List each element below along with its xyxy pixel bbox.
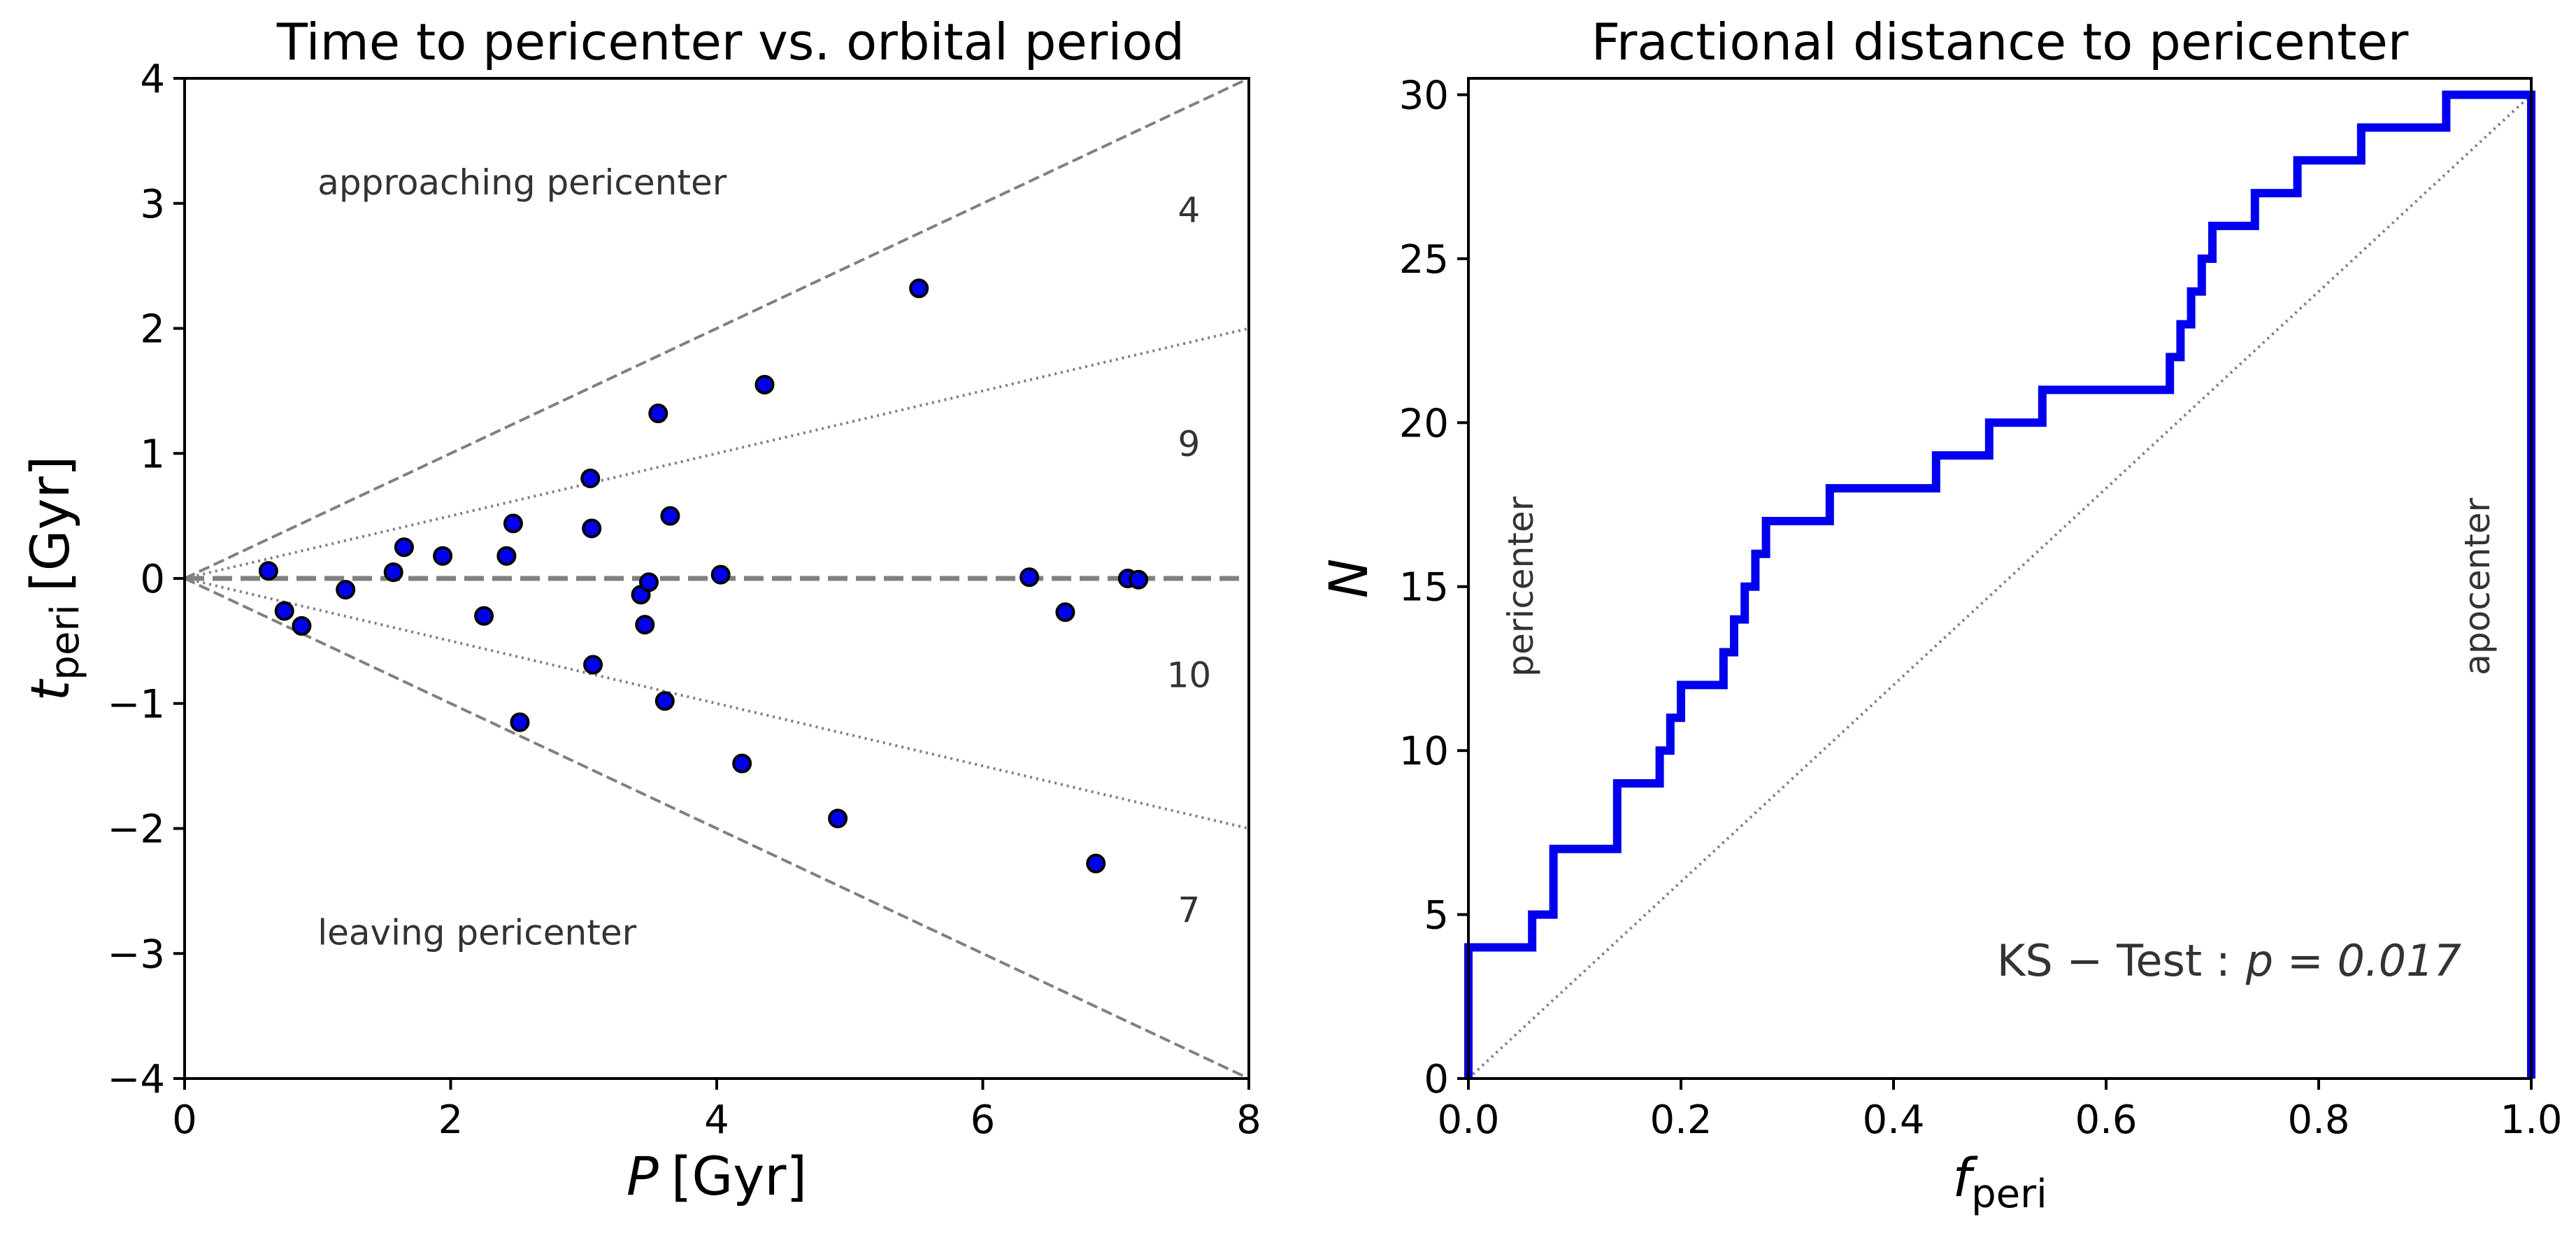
left-y-tick-label: 4 [140, 57, 165, 102]
position-annotation: apocenter [2457, 497, 2498, 675]
right-x-tick-label: 0.6 [2075, 1097, 2137, 1143]
scatter-point-28 [1086, 853, 1106, 874]
right-step-line [1464, 90, 2535, 1079]
left-y-tick-label: 3 [140, 182, 165, 227]
left-annotations: 4 9 10 7 approaching pericenter leaving peric… [317, 162, 1211, 953]
right-x-tick-label: 0.2 [1650, 1097, 1712, 1143]
scatter-point-26 [1019, 567, 1040, 588]
right-panel: Fractional distance to pericenter perice… [1317, 13, 2563, 1217]
right-y-tick-label: 30 [1399, 73, 1449, 118]
scatter-point-17 [638, 572, 659, 592]
cumulative-step-line [1464, 90, 2535, 1079]
scatter-point-8 [474, 606, 494, 626]
ks-test-value: p = 0.017 [2245, 935, 2461, 986]
scatter-point-9 [496, 546, 517, 566]
left-ticks: 0 2 4 6 8 −4 −3 −2 −1 0 1 2 3 4 [107, 57, 1261, 1143]
left-ylabel-unit: [Gyr] [19, 456, 81, 592]
scatter-point-23 [754, 374, 775, 394]
right-x-tick-label: 0.8 [2287, 1097, 2349, 1143]
scatter-point-12 [580, 469, 601, 488]
right-y-tick-label: 20 [1399, 401, 1449, 446]
left-scatter-points [258, 278, 1149, 874]
scatter-point-24 [828, 809, 848, 829]
scatter-point-10 [503, 513, 523, 534]
left-reference-line-dashed [184, 577, 1250, 1080]
scatter-point-27 [1055, 602, 1075, 622]
left-x-tick-label: 4 [704, 1097, 729, 1143]
scatter-point-20 [660, 506, 680, 526]
right-reference-lines [1467, 93, 2533, 1080]
scatter-point-2 [274, 601, 294, 621]
scatter-point-25 [909, 278, 929, 299]
right-ticks: 0.0 0.2 0.4 0.6 0.8 1.0 0 5 10 15 20 25 30 [1399, 73, 2563, 1143]
right-axes-frame [1467, 77, 2533, 1080]
right-annotations: pericenter apocenter [1501, 496, 2498, 676]
left-chart-title: Time to pericenter vs. orbital period [276, 13, 1185, 71]
region-annotation: approaching pericenter [317, 162, 727, 203]
right-x-axis-label: fperi [1952, 1146, 2047, 1217]
region-count-label: 9 [1178, 424, 1200, 464]
scatter-point-16 [635, 615, 655, 635]
left-y-tick-label: −3 [107, 932, 165, 977]
right-x-tick-label: 0.0 [1437, 1097, 1499, 1143]
left-y-axis-label: tperi [Gyr] [19, 456, 88, 702]
scatter-point-11 [510, 712, 530, 732]
right-y-tick-label: 0 [1424, 1057, 1449, 1102]
left-x-tick-label: 0 [172, 1097, 197, 1143]
scatter-point-22 [732, 753, 752, 774]
right-y-tick-label: 15 [1399, 565, 1449, 611]
left-x-tick-label: 6 [971, 1097, 996, 1143]
left-panel: Time to pericenter vs. orbital period 4 9… [19, 13, 1261, 1207]
scatter-point-4 [336, 580, 356, 600]
left-y-tick-label: 1 [140, 432, 165, 477]
right-y-tick-label: 10 [1399, 729, 1449, 774]
left-y-tick-label: −2 [107, 807, 165, 853]
left-xlabel-unit: [Gyr] [671, 1145, 807, 1207]
scatter-point-5 [383, 562, 403, 583]
left-ylabel-sub: peri [43, 604, 88, 681]
left-reference-line-dashed [184, 77, 1250, 580]
position-annotation: pericenter [1501, 496, 1541, 676]
right-x-tick-label: 1.0 [2500, 1097, 2562, 1143]
right-y-tick-label: 5 [1424, 893, 1449, 939]
left-y-tick-label: −1 [107, 682, 165, 727]
scatter-point-14 [583, 655, 603, 675]
region-annotation: leaving pericenter [317, 913, 636, 953]
scatter-point-18 [648, 404, 668, 424]
region-count-label: 4 [1178, 190, 1200, 231]
scatter-point-30 [1129, 569, 1149, 590]
region-count-label: 10 [1167, 655, 1212, 696]
right-y-tick-label: 25 [1399, 237, 1449, 283]
ks-test-name: KS − Test : [1997, 935, 2231, 986]
scatter-point-21 [710, 564, 731, 585]
region-count-label: 7 [1178, 890, 1200, 931]
left-y-tick-label: −4 [107, 1057, 165, 1102]
left-x-tick-label: 8 [1236, 1097, 1261, 1143]
uniform-reference-line [1467, 93, 2533, 1080]
left-x-axis-label: P [Gyr] [627, 1145, 807, 1207]
scatter-point-1 [258, 561, 278, 581]
scatter-point-13 [582, 518, 602, 539]
left-x-tick-label: 2 [438, 1097, 464, 1143]
scatter-point-6 [394, 537, 414, 557]
left-y-tick-label: 2 [140, 307, 165, 353]
scatter-point-19 [654, 691, 675, 711]
left-reference-line-dotted [184, 577, 1250, 830]
right-xlabel-sub: peri [1971, 1172, 2047, 1217]
left-reference-line-dotted [184, 327, 1250, 580]
right-x-tick-label: 0.4 [1862, 1097, 1924, 1143]
ks-test-label: KS − Test : p = 0.017 [1997, 935, 2461, 986]
right-chart-title: Fractional distance to pericenter [1591, 13, 2409, 71]
left-ylabel-main: t [19, 678, 81, 701]
left-y-tick-label: 0 [140, 557, 165, 602]
left-xlabel-main: P [627, 1145, 659, 1207]
scatter-point-7 [433, 546, 453, 566]
right-y-axis-label: N [1317, 559, 1380, 599]
scatter-point-3 [292, 616, 312, 636]
